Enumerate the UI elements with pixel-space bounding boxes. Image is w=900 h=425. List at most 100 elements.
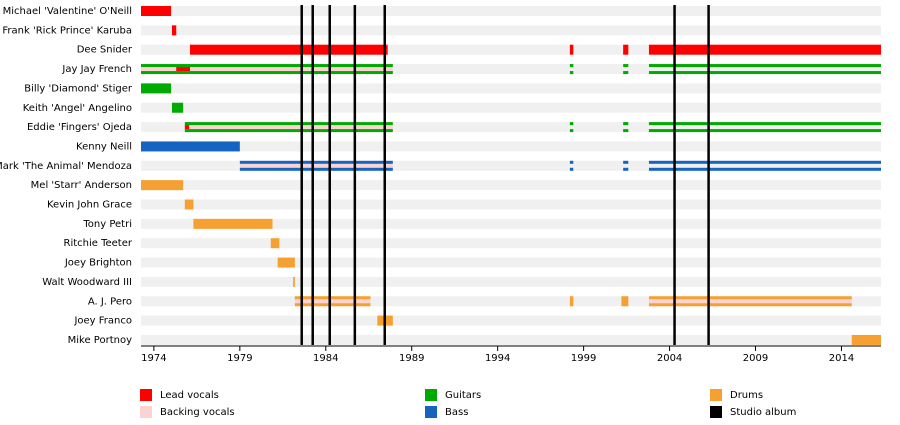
member-bar	[648, 160, 881, 171]
bar-stripe	[623, 167, 629, 171]
member-bar	[176, 67, 190, 72]
row-background	[141, 315, 881, 326]
member-bar	[270, 238, 280, 249]
legend-swatch	[140, 389, 152, 401]
bar-stripe	[141, 64, 393, 68]
row-background	[141, 180, 881, 191]
row-background	[141, 276, 881, 287]
member-bar	[623, 44, 629, 55]
bar-stripe	[623, 129, 629, 133]
row-background	[141, 199, 881, 210]
legend-label: Backing vocals	[160, 407, 235, 418]
member-name: Tony Petri	[82, 219, 132, 230]
member-name: Dee Snider	[77, 45, 133, 56]
legend-swatch	[710, 389, 722, 401]
row-background	[141, 44, 881, 55]
member-bar	[648, 122, 881, 133]
member-bar	[239, 160, 393, 171]
bar-stripe	[648, 122, 881, 126]
row-background	[141, 6, 881, 16]
x-tick-label: 1984	[313, 353, 338, 364]
member-bar	[648, 299, 852, 304]
legend-label: Lead vocals	[160, 390, 219, 401]
bar-stripe	[239, 160, 393, 164]
bar-stripe	[648, 129, 881, 133]
x-tick-label: 1974	[141, 353, 166, 364]
member-name: Mel 'Starr' Anderson	[31, 180, 132, 191]
legend-label: Studio album	[730, 407, 796, 418]
bar-stripe	[239, 167, 393, 171]
bar-stripe	[648, 296, 852, 300]
member-name: Jay Jay French	[61, 64, 132, 75]
bar-stripe	[184, 129, 393, 133]
member-bar	[569, 64, 574, 75]
member-bar	[623, 160, 629, 171]
legend-swatch	[425, 389, 437, 401]
member-name: Ritchie Teeter	[64, 238, 133, 249]
member-name: Billy 'Diamond' Stiger	[24, 83, 133, 94]
member-bar	[648, 44, 881, 55]
member-bar	[294, 296, 371, 307]
member-name: Kevin John Grace	[47, 200, 132, 211]
row-background	[141, 122, 881, 133]
bar-stripe	[569, 122, 574, 126]
legend-label: Bass	[445, 407, 468, 418]
bar-stripe	[623, 160, 629, 164]
member-name: Mike Portnoy	[68, 335, 132, 346]
x-tick-label: 1994	[485, 353, 510, 364]
bar-stripe	[569, 71, 574, 75]
member-bar	[569, 122, 574, 133]
member-name: Joey Franco	[73, 316, 132, 327]
row-background	[141, 25, 881, 36]
legend-swatch	[425, 406, 437, 418]
bar-stripe	[184, 122, 393, 126]
member-bar	[184, 122, 393, 133]
legend-swatch	[710, 406, 722, 418]
bar-stripe	[648, 160, 881, 164]
member-bar	[171, 102, 184, 113]
x-tick-label: 1989	[399, 353, 424, 364]
member-bar	[171, 25, 177, 36]
member-name: Walt Woodward III	[42, 277, 132, 288]
bar-stripe	[294, 296, 371, 300]
x-tick-label: 2009	[743, 353, 768, 364]
member-bar	[184, 125, 393, 130]
member-bar	[294, 299, 371, 304]
member-bar	[621, 296, 629, 307]
member-bar	[239, 163, 393, 168]
member-bar	[569, 160, 574, 171]
bar-stripe	[569, 64, 574, 68]
member-name: Keith 'Angel' Angelino	[23, 103, 132, 114]
member-bar	[648, 64, 881, 75]
row-background	[141, 64, 881, 75]
member-name: Kenny Neill	[76, 141, 132, 152]
row-background	[141, 83, 881, 94]
row-background	[141, 257, 881, 268]
bar-stripe	[294, 303, 371, 307]
member-bar	[193, 218, 273, 229]
member-bar	[189, 44, 388, 55]
row-background	[141, 218, 881, 229]
member-name: Eddie 'Fingers' Ojeda	[27, 122, 132, 133]
row-background	[141, 160, 881, 171]
x-tick-label: 1979	[227, 353, 252, 364]
x-tick-label: 2004	[657, 353, 682, 364]
row-background	[141, 238, 881, 249]
bar-stripe	[569, 160, 574, 164]
bar-stripe	[623, 122, 629, 126]
bar-stripe	[141, 71, 393, 75]
member-bar	[141, 6, 172, 16]
member-bar	[293, 276, 295, 287]
member-name: Joey Brighton	[64, 258, 132, 269]
member-name: Frank 'Rick Prince' Karuba	[2, 25, 132, 36]
bar-stripe	[648, 167, 881, 171]
bar-stripe	[648, 71, 881, 75]
member-bar	[569, 296, 574, 307]
bar-stripe	[648, 64, 881, 68]
bar-stripe	[648, 303, 852, 307]
member-bar	[648, 296, 852, 307]
member-bar	[141, 83, 172, 94]
member-bar	[851, 334, 881, 345]
member-bar	[141, 141, 240, 152]
